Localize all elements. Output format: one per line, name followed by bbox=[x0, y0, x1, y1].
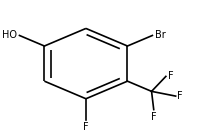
Text: F: F bbox=[83, 122, 89, 132]
Text: F: F bbox=[177, 91, 183, 101]
Text: HO: HO bbox=[2, 30, 17, 40]
Text: Br: Br bbox=[155, 30, 165, 40]
Text: F: F bbox=[151, 112, 157, 122]
Text: F: F bbox=[168, 71, 173, 81]
